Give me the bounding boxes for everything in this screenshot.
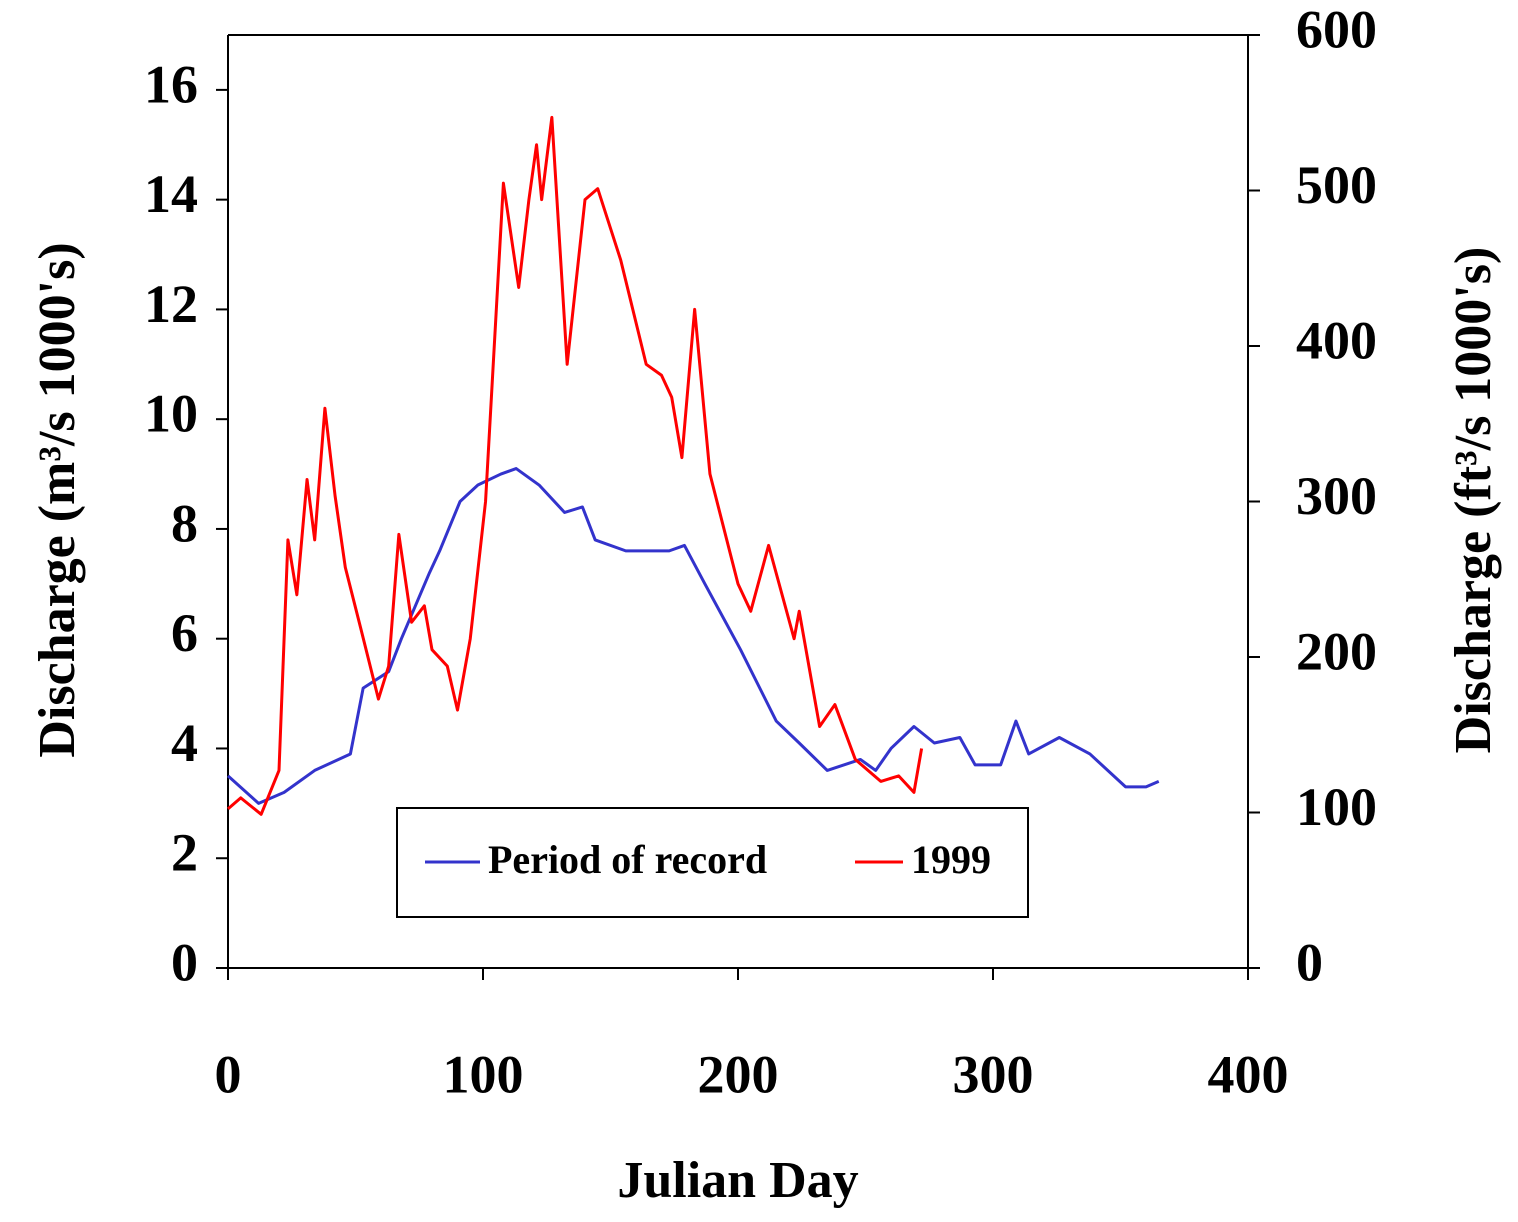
y-tick-label: 8 [171,493,198,553]
y2-axis-title: Discharge (ft³/s 1000's) [1445,247,1502,754]
y-tick-label: 12 [144,274,198,334]
y-tick-label: 6 [171,603,198,663]
y2-tick-label: 400 [1296,310,1377,370]
x-tick-label: 400 [1208,1044,1289,1104]
x-tick-label: 100 [443,1044,524,1104]
legend-label: 1999 [911,837,991,882]
y-tick-label: 16 [144,54,198,114]
y-tick-label: 2 [171,823,198,883]
y2-tick-label: 600 [1296,0,1377,59]
y2-tick-label: 200 [1296,621,1377,681]
x-axis-title: Julian Day [617,1152,858,1209]
y2-tick-label: 300 [1296,466,1377,526]
y2-tick-label: 100 [1296,777,1377,837]
y2-tick-label: 0 [1296,932,1323,992]
data-line [226,467,1160,805]
x-tick-label: 200 [698,1044,779,1104]
legend-box [396,807,1029,918]
y-tick-label: 0 [171,932,198,992]
y-axis-title: Discharge (m³/s 1000's) [29,242,86,757]
y2-tick-label: 500 [1296,155,1377,215]
legend-label: Period of record [488,837,767,882]
y-tick-label: 10 [144,384,198,444]
x-tick-label: 0 [215,1044,242,1104]
data-line [227,115,924,816]
x-tick-label: 300 [953,1044,1034,1104]
y-tick-label: 4 [171,713,198,773]
y-tick-label: 14 [144,164,198,224]
